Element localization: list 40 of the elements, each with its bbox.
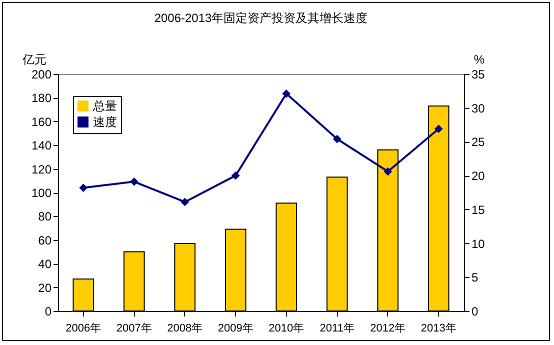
y2-tick-label: 25 — [472, 135, 486, 150]
y-tick-label: 0 — [44, 304, 52, 318]
y-tick-label: 60 — [38, 233, 52, 248]
legend-label: 速度 — [93, 115, 117, 129]
y-axis-title: 亿元 — [22, 52, 46, 66]
y-tick-label: 20 — [38, 280, 52, 295]
point — [79, 184, 88, 192]
x-tick-label: 2007年 — [116, 322, 152, 334]
y-tick-label: 200 — [31, 68, 52, 82]
chart-title: 2006-2013年固定资产投资及其增长速度 — [154, 11, 368, 25]
y-tick-label: 40 — [38, 257, 52, 272]
y2-axis-title: % — [474, 52, 485, 66]
x-tick-label: 2010年 — [268, 322, 304, 334]
y2-tick-label: 10 — [472, 236, 486, 251]
x-tick-label: 2008年 — [167, 322, 203, 334]
y-tick-label: 80 — [38, 210, 52, 224]
x-tick-label: 2012年 — [370, 322, 406, 334]
point — [180, 198, 190, 206]
point — [282, 89, 291, 98]
x-tick-label: 2011年 — [320, 322, 354, 334]
x-tick-label: 2006年 — [66, 322, 102, 334]
y2-tick-label: 5 — [472, 270, 478, 285]
point — [384, 167, 392, 176]
point — [231, 171, 240, 180]
y-tick-label: 120 — [31, 162, 52, 176]
y-tick-label: 180 — [31, 91, 52, 106]
x-tick-label: 2009年 — [218, 322, 254, 334]
y2-tick-label: 15 — [472, 202, 486, 217]
y-tick-label: 140 — [31, 138, 52, 153]
point — [434, 124, 443, 134]
y-tick-label: 160 — [31, 114, 52, 129]
legend-label: 总量 — [92, 99, 117, 113]
point — [332, 134, 342, 144]
x-tick-label: 2013年 — [420, 322, 456, 334]
y2-tick-label: 35 — [472, 68, 486, 82]
y2-tick-label: 0 — [472, 304, 478, 318]
y2-tick-label: 30 — [472, 101, 486, 116]
y2-tick-label: 20 — [472, 169, 486, 184]
point — [130, 177, 138, 186]
y-tick-label: 100 — [31, 186, 52, 200]
